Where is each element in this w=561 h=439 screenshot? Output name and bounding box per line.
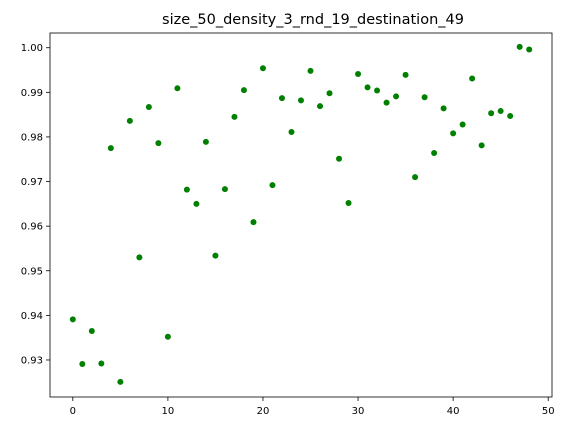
data-point bbox=[526, 46, 533, 53]
data-point bbox=[212, 252, 219, 259]
data-point bbox=[421, 94, 428, 101]
data-point bbox=[269, 182, 276, 189]
data-point bbox=[450, 130, 457, 137]
data-point bbox=[469, 75, 476, 82]
x-tick-label: 50 bbox=[542, 406, 555, 417]
y-tick-label: 0.97 bbox=[21, 177, 43, 188]
data-point bbox=[202, 138, 209, 145]
data-point bbox=[193, 200, 200, 207]
data-point bbox=[278, 95, 285, 102]
data-point bbox=[393, 93, 400, 100]
data-point bbox=[69, 316, 76, 323]
data-point bbox=[364, 84, 371, 91]
data-points bbox=[69, 43, 533, 385]
data-point bbox=[402, 71, 409, 78]
data-point bbox=[383, 99, 390, 106]
axes: 0 10 20 30 40 50 0.93 0.94 0.95 0.96 0.97 0.98 0.99 1… bbox=[21, 32, 555, 417]
data-point bbox=[88, 327, 95, 334]
data-point bbox=[516, 43, 523, 50]
data-point bbox=[298, 97, 304, 104]
y-tick-label: 0.93 bbox=[21, 355, 43, 366]
data-point bbox=[240, 87, 247, 94]
y-tick-label: 0.99 bbox=[21, 88, 43, 99]
y-tick-label: 0.96 bbox=[21, 222, 43, 233]
data-point bbox=[98, 360, 105, 367]
data-point bbox=[174, 85, 181, 92]
data-point bbox=[79, 360, 86, 367]
data-point bbox=[307, 67, 314, 74]
x-tick-label: 40 bbox=[447, 406, 460, 417]
data-point bbox=[155, 140, 162, 147]
data-point bbox=[107, 145, 114, 152]
x-tick-label: 30 bbox=[352, 406, 365, 417]
data-point bbox=[440, 105, 447, 112]
data-point bbox=[326, 90, 333, 97]
chart-title: size_50_density_3_rnd_19_destination_49 bbox=[162, 12, 464, 28]
y-tick-label: 0.98 bbox=[21, 132, 43, 143]
data-point bbox=[117, 378, 124, 385]
x-tick-label: 10 bbox=[162, 406, 175, 417]
y-tick-label: 0.95 bbox=[21, 266, 43, 277]
data-point bbox=[507, 112, 514, 119]
data-point bbox=[259, 65, 266, 72]
data-point bbox=[221, 186, 228, 193]
data-point bbox=[136, 254, 143, 261]
data-point bbox=[164, 333, 171, 340]
y-tick-label: 0.94 bbox=[21, 311, 43, 322]
data-point bbox=[374, 87, 381, 94]
data-point bbox=[459, 121, 466, 128]
x-tick-label: 20 bbox=[257, 406, 270, 417]
plot-frame bbox=[49, 32, 553, 398]
data-point bbox=[345, 199, 352, 206]
y-tick-label: 1.00 bbox=[21, 43, 43, 54]
data-point bbox=[355, 71, 362, 78]
data-point bbox=[250, 219, 257, 226]
data-point bbox=[231, 113, 238, 120]
data-point bbox=[126, 117, 133, 124]
data-point bbox=[431, 150, 438, 156]
data-point bbox=[478, 142, 485, 149]
x-tick-label: 0 bbox=[70, 406, 76, 417]
data-point bbox=[183, 186, 190, 193]
data-point bbox=[145, 104, 152, 111]
data-point bbox=[288, 129, 295, 136]
data-point bbox=[317, 103, 324, 110]
data-point bbox=[336, 155, 343, 162]
data-point bbox=[488, 110, 495, 117]
data-point bbox=[497, 108, 504, 115]
data-point bbox=[412, 174, 419, 181]
